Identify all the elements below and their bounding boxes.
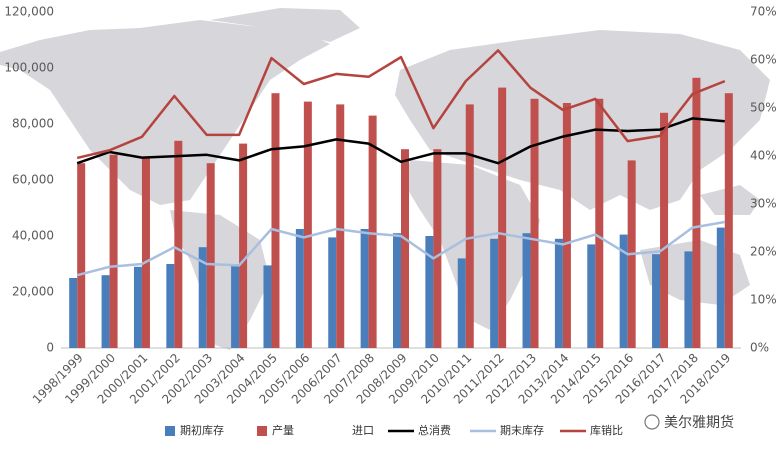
y-tick-label: 60,000: [12, 173, 54, 187]
bar: [490, 238, 499, 348]
bar: [393, 233, 401, 348]
legend-label: 进口: [352, 424, 374, 437]
y2-tick-label: 30%: [750, 197, 777, 211]
bar: [368, 115, 377, 348]
legend-label: 库销比: [590, 423, 623, 437]
bar: [166, 264, 175, 348]
legend-label: 总消费: [418, 423, 451, 437]
bar: [231, 264, 240, 348]
y2-tick-label: 50%: [750, 101, 777, 115]
bar: [328, 237, 337, 348]
bar: [141, 157, 150, 348]
y-tick-label: 40,000: [12, 229, 54, 243]
y2-tick-label: 0%: [750, 341, 769, 355]
bar: [684, 251, 693, 348]
line-series: [76, 49, 726, 160]
bar: [530, 98, 539, 348]
bar: [133, 266, 142, 348]
y-tick-label: 20,000: [12, 285, 54, 299]
bar: [109, 154, 118, 348]
bar: [587, 244, 596, 348]
bar: [425, 236, 434, 348]
y-tick-label: 0: [46, 341, 54, 355]
y2-tick-label: 40%: [750, 149, 777, 163]
bar: [263, 265, 272, 348]
bar: [69, 278, 78, 348]
bar: [206, 163, 215, 348]
legend: 期初库存 产量 进口 总消费 期末库存 库销比: [165, 423, 623, 437]
line-series: [76, 220, 726, 277]
bar: [595, 98, 604, 348]
y-tick-label: 100,000: [4, 61, 54, 75]
bar: [724, 93, 733, 348]
y-tick-label: 120,000: [4, 5, 54, 19]
bar: [554, 238, 563, 348]
watermark-icon: [644, 414, 660, 430]
bar: [239, 143, 248, 348]
bar: [660, 112, 669, 348]
bar: [303, 101, 312, 348]
legend-label: 期末库存: [500, 423, 544, 437]
bar: [77, 163, 86, 348]
bar: [465, 104, 474, 349]
bar: [198, 247, 207, 348]
line-series: [76, 117, 725, 165]
legend-swatch: [165, 426, 175, 436]
y-tick-label: 80,000: [12, 117, 54, 131]
bar: [457, 258, 466, 348]
legend-swatch: [257, 426, 267, 436]
bar: [336, 104, 345, 349]
watermark: 美尔雅期货: [664, 414, 734, 431]
bar: [619, 234, 628, 348]
bar: [716, 227, 725, 348]
bar: [360, 229, 369, 348]
y2-tick-label: 10%: [750, 293, 777, 307]
y2-tick-label: 20%: [750, 245, 777, 259]
bar: [562, 103, 571, 348]
bar: [692, 77, 701, 349]
legend-label: 产量: [272, 423, 294, 437]
bar: [433, 149, 442, 348]
y2-tick-label: 70%: [750, 5, 777, 19]
bar: [271, 93, 280, 348]
bar: [174, 140, 183, 348]
bar: [101, 275, 110, 348]
bar: [498, 87, 507, 348]
bar: [522, 233, 531, 348]
bar: [295, 229, 304, 348]
bar: [401, 149, 409, 348]
y2-tick-label: 60%: [750, 53, 777, 67]
legend-label: 期初库存: [180, 423, 224, 437]
bar: [652, 254, 661, 348]
